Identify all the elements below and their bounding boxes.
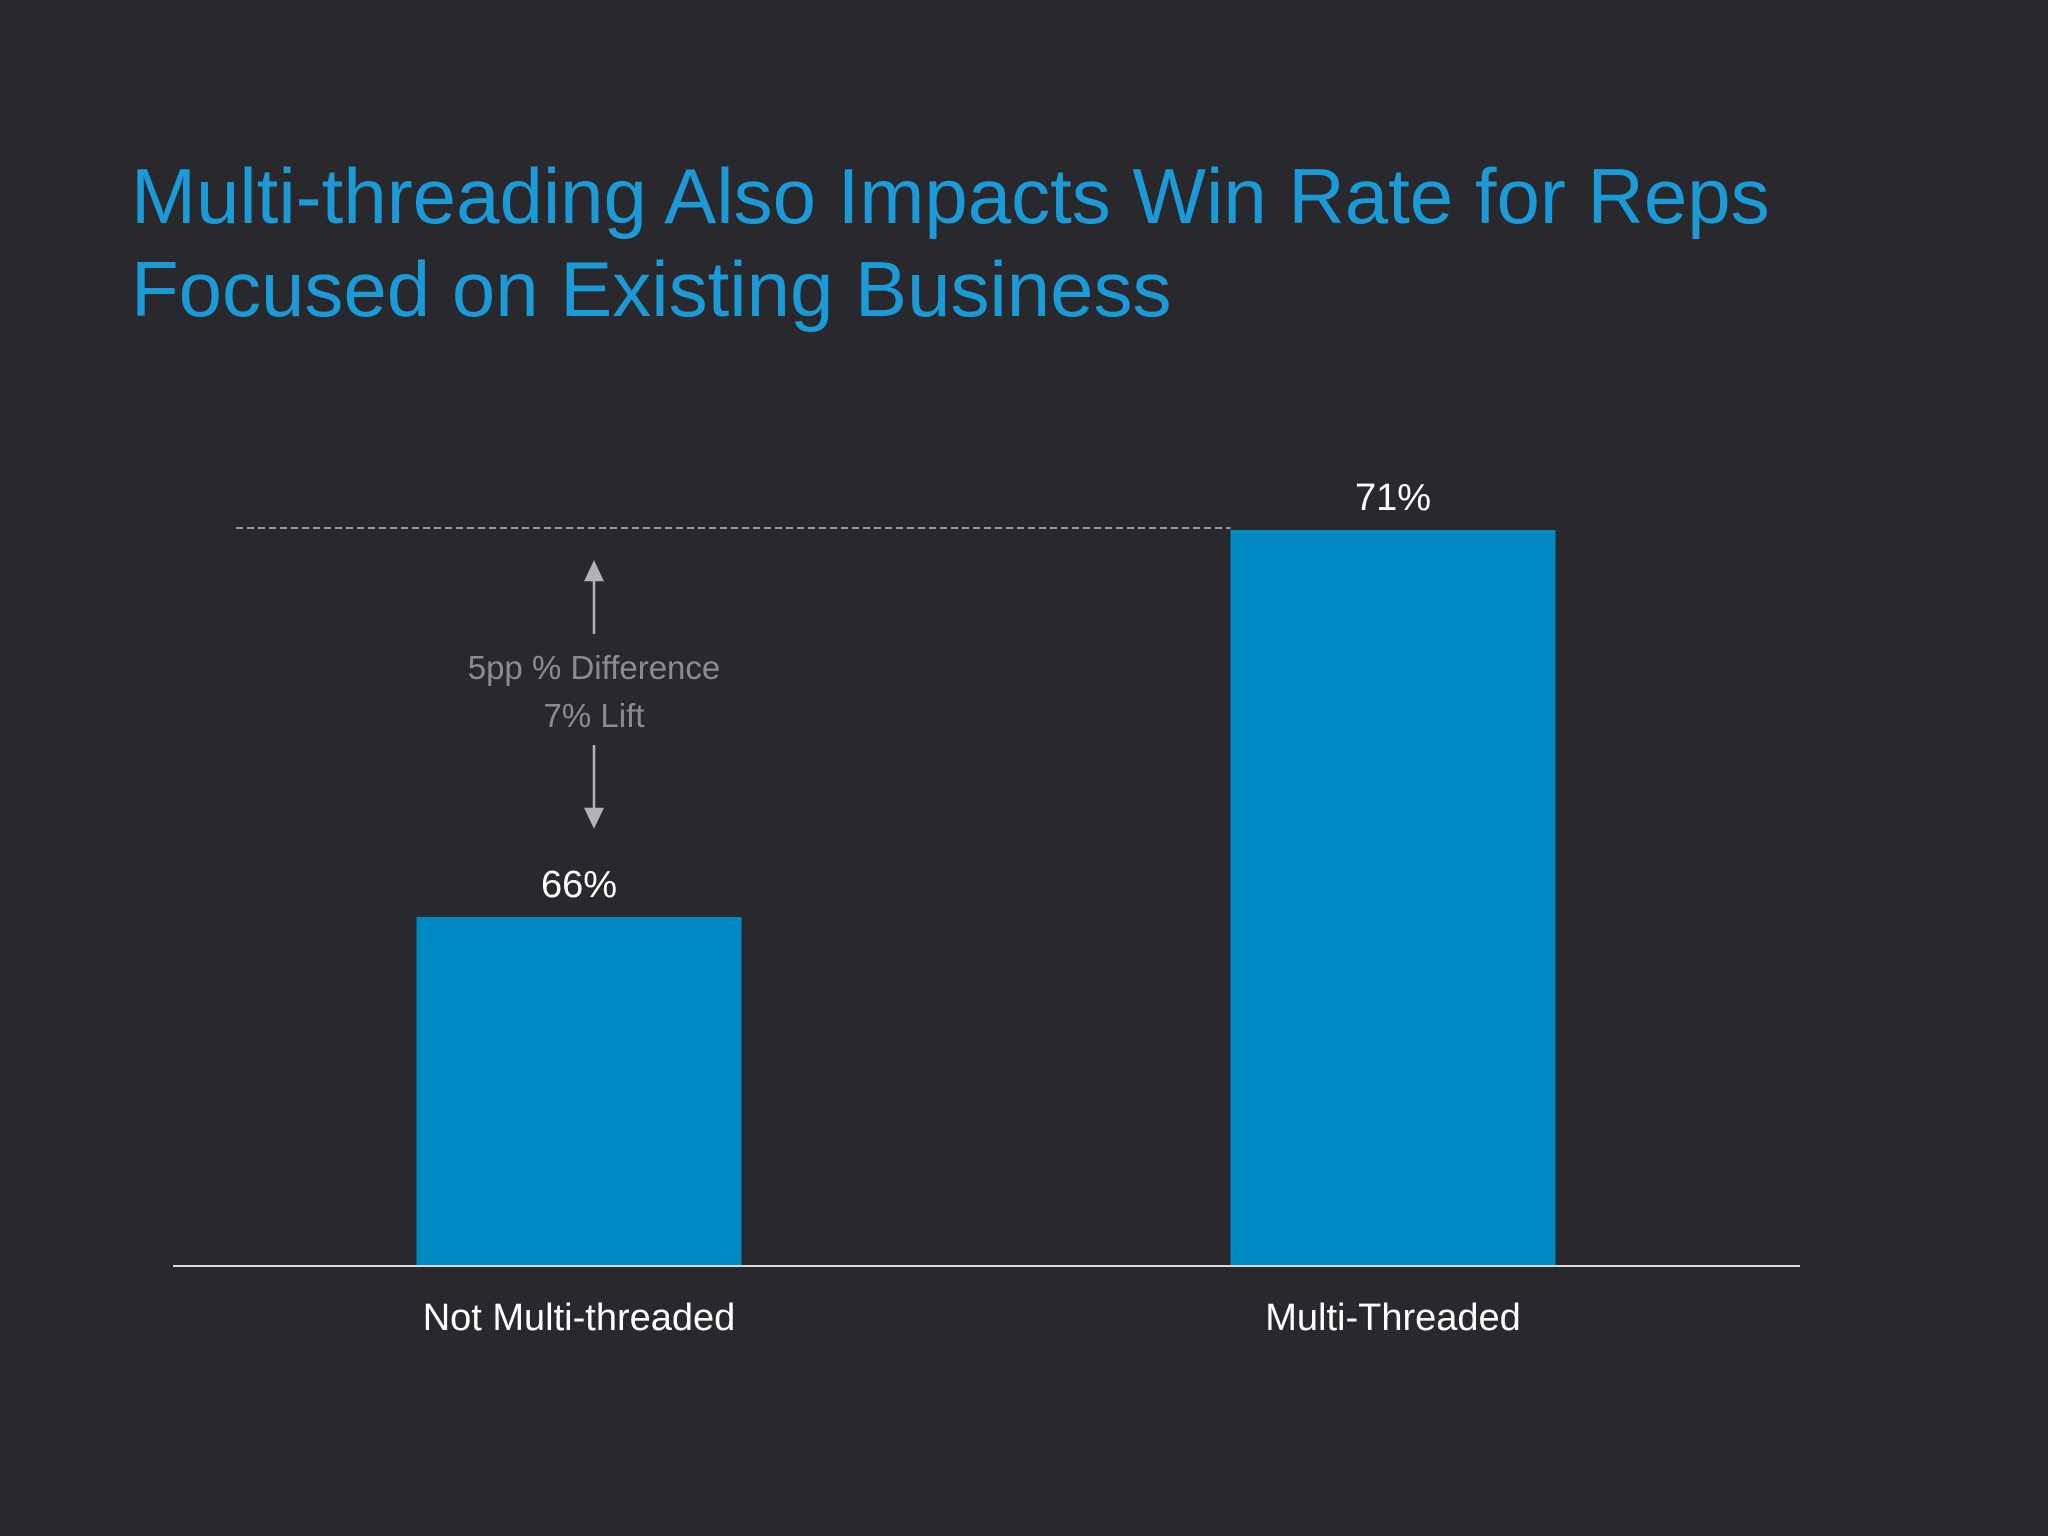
bar-1 [416, 917, 742, 1266]
difference-label: 5pp % Difference [468, 649, 721, 686]
data-label-1: 66% [541, 864, 617, 906]
data-labels-group: 66% 71% [541, 477, 1431, 906]
slide-title-line-2: Focused on Existing Business [131, 245, 1172, 333]
category-label-2: Multi-Threaded [1265, 1297, 1521, 1339]
difference-annotation: 5pp % Difference 7% Lift [468, 560, 721, 829]
bars-group [416, 530, 1556, 1266]
arrow-up-icon [584, 560, 604, 634]
category-labels-group: Not Multi-threaded Multi-Threaded [423, 1297, 1521, 1339]
category-label-1: Not Multi-threaded [423, 1297, 736, 1339]
slide-title: Multi-threading Also Impacts Win Rate fo… [131, 150, 1931, 336]
arrow-down-icon [584, 745, 604, 829]
lift-label: 7% Lift [544, 697, 645, 734]
data-label-2: 71% [1355, 477, 1431, 519]
slide-title-line-1: Multi-threading Also Impacts Win Rate fo… [131, 152, 1770, 240]
bar-2 [1230, 530, 1556, 1266]
